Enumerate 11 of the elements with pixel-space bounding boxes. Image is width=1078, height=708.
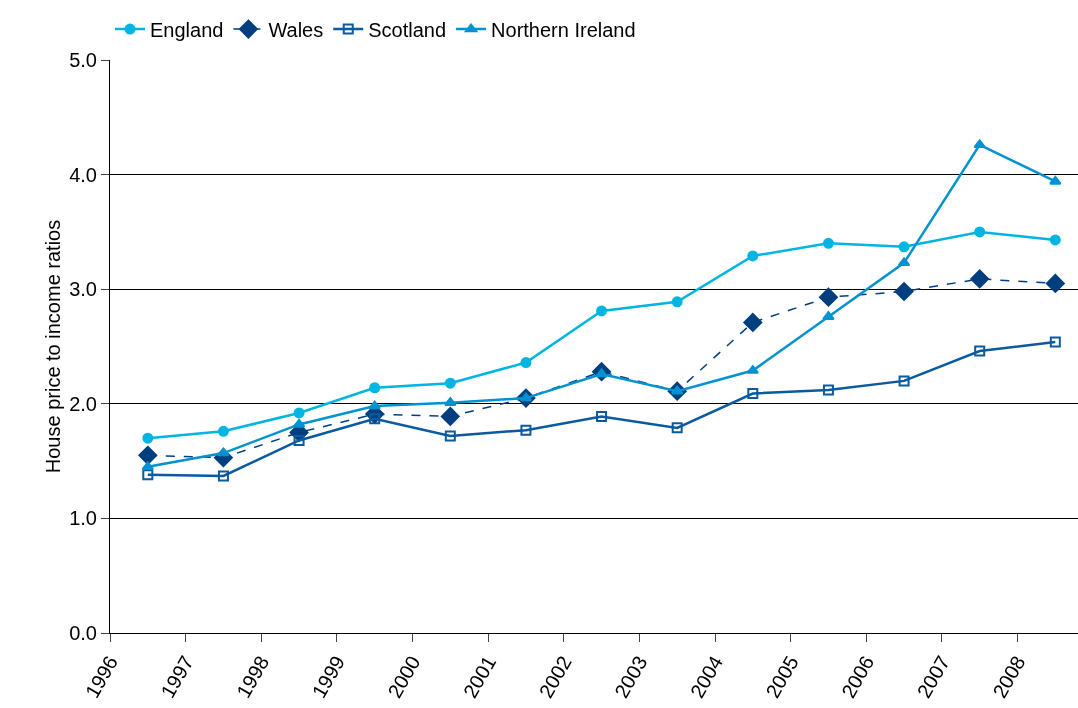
y-tick-label: 5.0	[69, 49, 97, 71]
y-tick-label: 0.0	[69, 622, 97, 644]
y-axis-title: House price to income ratios	[42, 219, 64, 474]
legend-label: Northern Ireland	[491, 18, 636, 41]
legend-label: Wales	[268, 18, 324, 41]
y-tick-label: 3.0	[69, 278, 97, 301]
legend-label: England	[150, 18, 224, 41]
y-tick-label: 2.0	[69, 392, 97, 415]
legend-label: Scotland	[368, 18, 447, 41]
y-tick-label: 4.0	[69, 163, 97, 186]
y-tick-label: 1.0	[69, 507, 97, 530]
